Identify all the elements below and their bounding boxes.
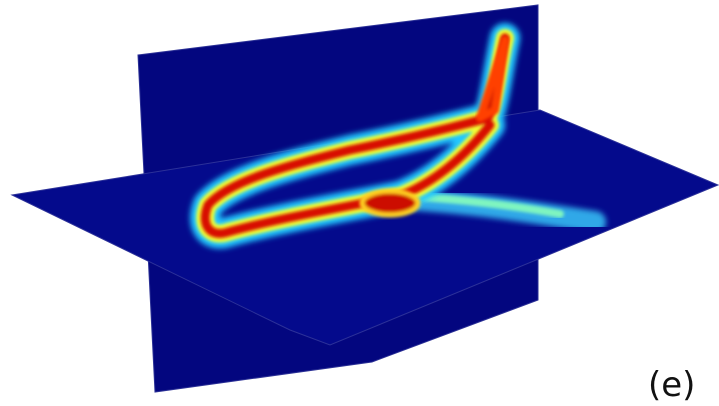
page: (e) (() => { const data = JSON.parse(doc…	[0, 0, 719, 406]
figure: (e)	[0, 0, 719, 406]
panel-label: (e)	[648, 365, 695, 405]
